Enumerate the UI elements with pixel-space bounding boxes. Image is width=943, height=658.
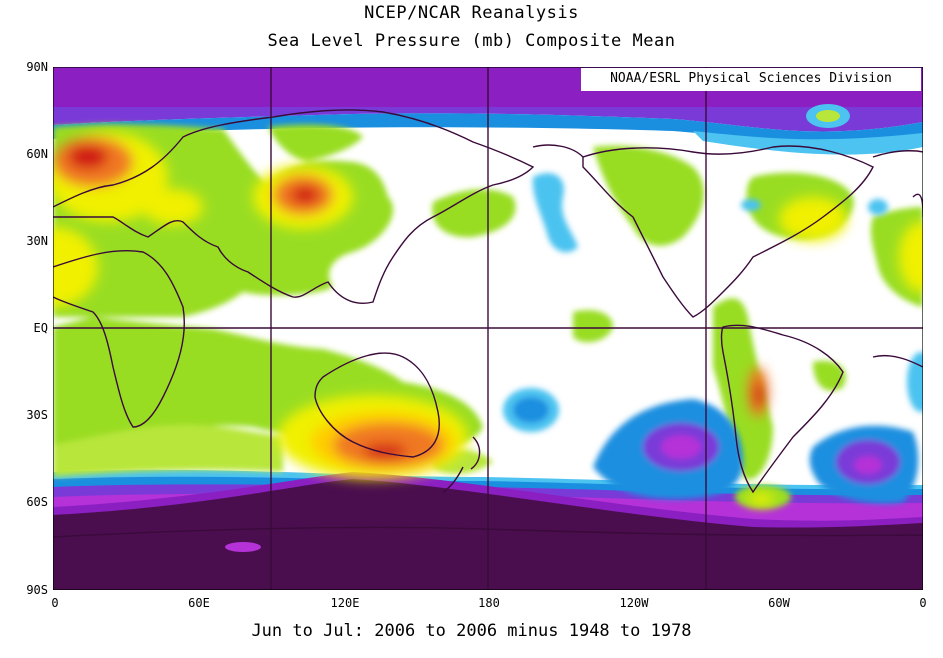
- x-tick-label: 60W: [768, 596, 790, 610]
- pressure-anomaly-map: [53, 67, 923, 590]
- x-tick-label: 120W: [619, 596, 649, 610]
- y-tick-label: 60S: [26, 495, 48, 509]
- y-tick-label: 60N: [26, 147, 48, 161]
- map-title: NCEP/NCAR Reanalysis: [364, 3, 579, 23]
- y-tick-label: EQ: [33, 321, 48, 335]
- x-tick-label: 0: [51, 596, 59, 610]
- map-subtitle: Sea Level Pressure (mb) Composite Mean: [267, 31, 676, 51]
- graticule: [53, 67, 923, 590]
- x-tick-label: 0: [919, 596, 927, 610]
- y-tick-label: 30N: [26, 234, 48, 248]
- y-tick-label: 30S: [26, 408, 48, 422]
- credit-label: NOAA/ESRL Physical Sciences Division: [581, 68, 921, 91]
- y-tick-label: 90S: [26, 583, 48, 597]
- x-tick-label: 60E: [188, 596, 210, 610]
- time-range-caption: Jun to Jul: 2006 to 2006 minus 1948 to 1…: [251, 621, 692, 641]
- x-tick-label: 180: [478, 596, 500, 610]
- x-tick-label: 120E: [330, 596, 360, 610]
- continent-outlines: [53, 109, 923, 538]
- y-tick-label: 90N: [26, 60, 48, 74]
